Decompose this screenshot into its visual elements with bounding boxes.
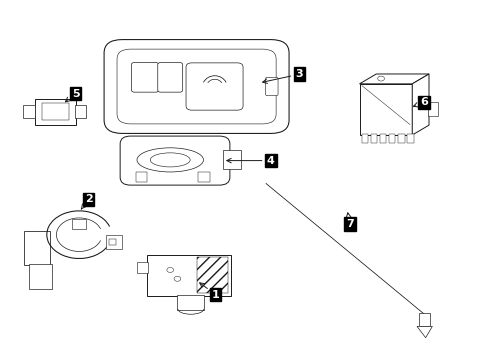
FancyBboxPatch shape [136, 172, 147, 181]
Bar [379, 134, 386, 143]
FancyBboxPatch shape [104, 40, 288, 134]
Bar [109, 239, 116, 244]
Text: 3: 3 [262, 69, 303, 84]
Bar [24, 231, 50, 265]
Circle shape [166, 267, 173, 273]
FancyBboxPatch shape [117, 49, 276, 124]
Text: 2: 2 [81, 194, 92, 209]
Ellipse shape [150, 153, 190, 167]
Bar [75, 105, 86, 118]
Text: 1: 1 [199, 283, 219, 300]
Ellipse shape [137, 148, 203, 172]
Bar [147, 255, 231, 296]
FancyBboxPatch shape [131, 63, 159, 92]
Bar [196, 257, 227, 293]
Text: 7: 7 [346, 213, 353, 229]
Bar [41, 103, 68, 120]
Bar [72, 219, 86, 229]
Bar [418, 313, 429, 327]
Bar [407, 134, 413, 143]
Bar [177, 295, 203, 310]
Bar [388, 134, 395, 143]
Polygon shape [359, 74, 428, 84]
Bar [370, 134, 376, 143]
Text: 5: 5 [65, 89, 80, 102]
Polygon shape [359, 84, 411, 135]
FancyBboxPatch shape [198, 172, 209, 181]
Bar [35, 99, 76, 125]
FancyBboxPatch shape [158, 63, 183, 92]
Text: 6: 6 [413, 98, 427, 107]
Polygon shape [411, 74, 428, 135]
Bar [398, 134, 404, 143]
Bar [22, 105, 35, 118]
Bar [29, 264, 52, 289]
Bar [137, 262, 148, 274]
FancyBboxPatch shape [120, 136, 229, 185]
Circle shape [174, 276, 181, 281]
Polygon shape [416, 327, 431, 338]
Bar [105, 235, 122, 249]
Bar [361, 134, 367, 143]
FancyBboxPatch shape [265, 77, 278, 96]
Bar [223, 150, 241, 170]
Bar [427, 102, 437, 116]
Text: 4: 4 [226, 156, 274, 166]
FancyBboxPatch shape [185, 63, 243, 110]
Circle shape [377, 76, 384, 81]
